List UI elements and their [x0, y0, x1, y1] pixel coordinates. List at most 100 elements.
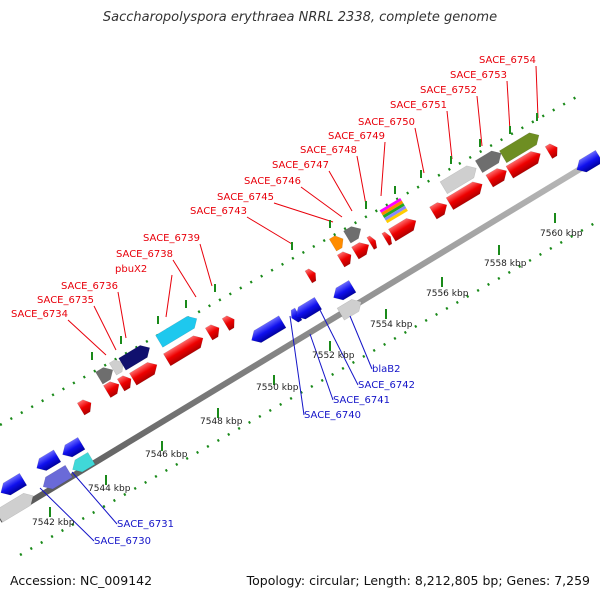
gene-label-fwd-3[interactable]: pbuX2: [115, 264, 147, 275]
gene-arrow-2[interactable]: [116, 373, 134, 392]
striped-feature-band-1[interactable]: [381, 200, 404, 216]
gene-arrow-36[interactable]: [40, 464, 73, 492]
gene-label-rev-3[interactable]: SACE_6741: [333, 395, 390, 406]
gene-arrow-18[interactable]: [388, 215, 419, 242]
gene-arrow-33[interactable]: [0, 472, 28, 498]
gene-arrow-6[interactable]: [118, 342, 154, 371]
gene-arrow-11[interactable]: [304, 267, 319, 284]
striped-feature-band-2[interactable]: [382, 203, 405, 219]
leader-line-fwd-6: [246, 216, 293, 245]
leader-line-fwd-12: [414, 127, 425, 174]
gene-label-rev-5[interactable]: blaB2: [372, 364, 400, 375]
leader-line-fwd-13: [446, 110, 453, 160]
gene-arrow-16[interactable]: [366, 234, 379, 250]
gene-arrow-14[interactable]: [336, 249, 354, 268]
genome-backbone: [0, 154, 600, 523]
leader-line-fwd-5: [199, 243, 213, 287]
gene-arrow-31[interactable]: [330, 279, 357, 303]
genome-summary-text: Topology: circular; Length: 8,212,805 bp…: [246, 573, 590, 588]
gene-arrow-35[interactable]: [59, 436, 86, 460]
gene-arrow-8[interactable]: [155, 313, 201, 348]
gene-arrow-1[interactable]: [103, 378, 122, 398]
gene-label-fwd-5[interactable]: SACE_6739: [143, 233, 200, 244]
leader-line-fwd-8: [300, 186, 343, 218]
gene-arrow-20[interactable]: [445, 178, 486, 211]
gene-label-fwd-6[interactable]: SACE_6743: [190, 206, 247, 217]
gene-label-fwd-10[interactable]: SACE_6748: [300, 145, 357, 156]
gene-arrow-30[interactable]: [292, 296, 323, 322]
gene-arrow-10[interactable]: [221, 313, 238, 331]
striped-feature-band-3[interactable]: [384, 205, 407, 221]
gene-arrow-37[interactable]: [69, 451, 96, 475]
gene-arrow-15[interactable]: [351, 239, 373, 260]
gene-arrow-13[interactable]: [343, 223, 365, 244]
gene-arrow-12[interactable]: [328, 233, 346, 252]
gene-label-fwd-8[interactable]: SACE_6746: [244, 176, 301, 187]
leader-line-fwd-15: [506, 80, 511, 132]
gene-label-rev-2[interactable]: SACE_6740: [304, 410, 361, 421]
kbp-label-2: 7546 kbp: [145, 450, 188, 460]
gene-arrow-38[interactable]: [0, 490, 37, 523]
gene-arrow-0[interactable]: [76, 397, 94, 416]
kbp-label-5: 7552 kbp: [312, 351, 355, 361]
gene-labels: SACE_6734 SACE_6735 SACE_6736 pbuX2 SACE_673…: [11, 55, 536, 547]
kbp-label-1: 7544 kbp: [88, 484, 131, 494]
gene-label-fwd-13[interactable]: SACE_6751: [390, 100, 447, 111]
leader-line-rev-2: [289, 315, 305, 416]
gene-label-fwd-1[interactable]: SACE_6735: [37, 295, 94, 306]
gene-label-rev-4[interactable]: SACE_6742: [358, 380, 415, 391]
gene-arrow-24[interactable]: [439, 162, 480, 195]
gene-arrow-32[interactable]: [336, 296, 365, 321]
gene-label-fwd-0[interactable]: SACE_6734: [11, 309, 68, 320]
gene-arrow-5[interactable]: [108, 357, 126, 376]
leader-line-fwd-9: [328, 170, 353, 212]
gene-arrow-4[interactable]: [95, 364, 117, 385]
kbp-label-3: 7548 kbp: [200, 417, 243, 427]
leader-line-fwd-2: [117, 291, 127, 339]
kbp-label-8: 7558 kbp: [484, 259, 527, 269]
gene-arrow-17[interactable]: [381, 230, 394, 246]
kbp-label-9: 7560 kbp: [540, 229, 583, 239]
leader-line-fwd-16: [535, 65, 539, 119]
gene-label-fwd-4[interactable]: SACE_6738: [116, 249, 173, 260]
accession-text: Accession: NC_009142: [10, 573, 153, 588]
gene-arrow-25[interactable]: [474, 147, 504, 174]
gene-arrow-34[interactable]: [33, 449, 62, 474]
gene-arrow-28[interactable]: [248, 315, 287, 347]
leader-line-rev-3: [309, 333, 334, 401]
gene-label-fwd-12[interactable]: SACE_6750: [358, 117, 415, 128]
kbp-label-4: 7550 kbp: [256, 383, 299, 393]
gene-arrow-19[interactable]: [429, 199, 451, 220]
kbp-label-0: 7542 kbp: [32, 518, 75, 528]
leader-line-fwd-1: [93, 305, 117, 351]
gene-arrow-7[interactable]: [163, 332, 206, 367]
leader-line-fwd-3: [165, 274, 173, 318]
gene-label-fwd-11[interactable]: SACE_6749: [328, 131, 385, 142]
gene-label-fwd-15[interactable]: SACE_6753: [450, 70, 507, 81]
gene-arrow-27[interactable]: [573, 149, 600, 175]
gene-label-fwd-9[interactable]: SACE_6747: [272, 160, 329, 171]
gene-label-fwd-7[interactable]: SACE_6745: [217, 192, 274, 203]
gene-label-fwd-14[interactable]: SACE_6752: [420, 85, 477, 96]
gene-label-fwd-2[interactable]: SACE_6736: [61, 281, 118, 292]
gene-label-fwd-16[interactable]: SACE_6754: [479, 55, 536, 66]
gene-arrow-21[interactable]: [485, 165, 510, 188]
gene-label-rev-0[interactable]: SACE_6730: [94, 536, 151, 547]
striped-feature-band-4[interactable]: [385, 208, 408, 224]
leader-line-fwd-4: [172, 259, 197, 298]
leader-line-rev-1: [71, 471, 118, 525]
gene-arrow-26[interactable]: [499, 129, 542, 164]
leader-line-rev-4: [319, 309, 359, 386]
leader-lines: [39, 65, 539, 542]
gene-label-rev-1[interactable]: SACE_6731: [117, 519, 174, 530]
gene-arrow-22[interactable]: [505, 148, 544, 179]
striped-feature-band-0[interactable]: [379, 197, 402, 213]
gene-arrow-23[interactable]: [544, 141, 561, 159]
gene-arrow-9[interactable]: [204, 322, 222, 341]
leader-line-fwd-14: [476, 95, 483, 147]
kbp-label-7: 7556 kbp: [426, 289, 469, 299]
leader-line-rev-0: [39, 487, 95, 542]
kbp-tick-labels: 7542 kbp 7544 kbp 7546 kbp 7548 kbp 7550 kbp…: [32, 113, 583, 528]
gene-arrow-3[interactable]: [129, 359, 160, 386]
